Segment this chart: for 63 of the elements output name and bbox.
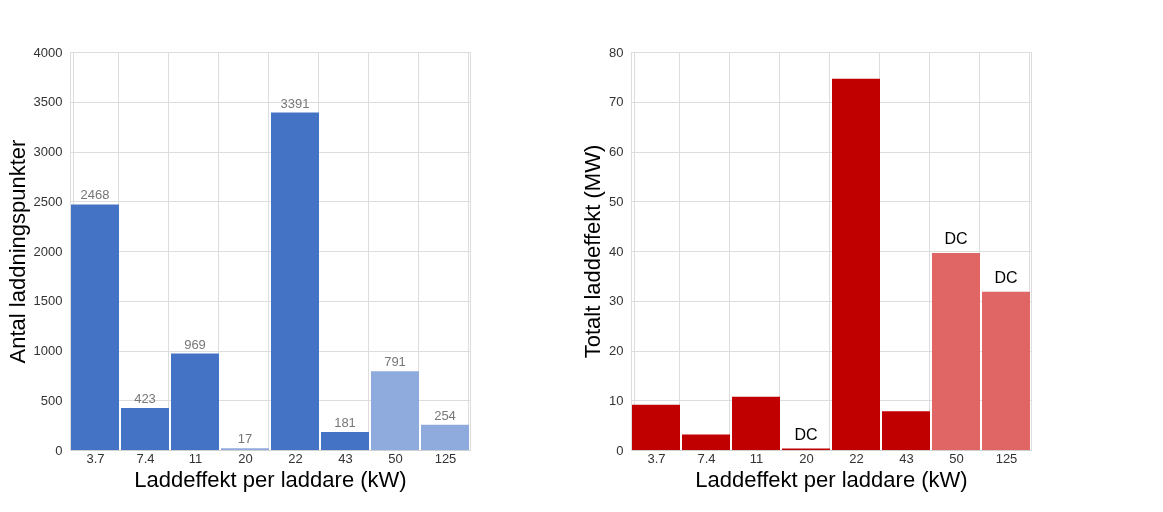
bar — [732, 396, 780, 450]
x-tick-label: 7.4 — [697, 450, 716, 466]
bar — [632, 404, 680, 450]
y-tick-label: 1000 — [33, 343, 63, 358]
data-label: 181 — [334, 414, 356, 430]
y-tick-label: 3000 — [33, 144, 63, 159]
bar — [371, 371, 419, 450]
x-tick-label: 7.4 — [136, 450, 155, 466]
data-label: 254 — [434, 407, 456, 423]
y-tick-label: 500 — [40, 392, 63, 408]
y-tick-label: 60 — [609, 144, 624, 159]
x-tick-label: 125 — [995, 450, 1018, 466]
bar — [121, 407, 169, 450]
y-tick-label: 0 — [55, 442, 63, 458]
x-tick-label: 50 — [949, 450, 964, 466]
annotation: DC — [994, 268, 1018, 286]
y-tick-label: 2500 — [33, 193, 63, 209]
y-tick-label: 10 — [609, 392, 624, 408]
annotation: DC — [794, 425, 818, 443]
data-label: 423 — [134, 390, 156, 406]
x-tick-label: 20 — [799, 450, 814, 466]
bar — [682, 434, 730, 450]
bar — [882, 411, 930, 450]
y-tick-label: 80 — [609, 44, 624, 60]
x-tick-label: 43 — [899, 450, 914, 466]
y-tick-label: 70 — [609, 94, 624, 110]
x-tick-label: 11 — [188, 450, 203, 466]
x-tick-label: 22 — [849, 450, 864, 466]
bar — [321, 431, 369, 450]
bar — [832, 78, 880, 450]
bar — [71, 204, 119, 450]
x-tick-label: 50 — [388, 450, 403, 466]
data-label: 969 — [184, 336, 206, 352]
y-tick-label: 50 — [609, 193, 624, 209]
y-tick-label: 40 — [609, 243, 624, 259]
y-tick-label: 4000 — [33, 44, 63, 60]
y-tick-label: 1500 — [33, 293, 63, 309]
x-axis-title: Laddeffekt per laddare (kW) — [695, 466, 968, 492]
data-label: 791 — [384, 354, 406, 370]
x-tick-label: 20 — [238, 450, 253, 466]
x-axis-title: Laddeffekt per laddare (kW) — [134, 466, 407, 492]
y-axis-title: Totalt laddeffekt (MW) — [580, 144, 606, 359]
x-tick-label: 11 — [749, 450, 764, 466]
y-axis-title: Antal laddningspunkter — [4, 139, 30, 364]
y-tick-label: 2000 — [33, 243, 63, 259]
data-label: 2468 — [80, 187, 110, 203]
data-label: 3391 — [280, 95, 310, 111]
x-tick-label: 43 — [338, 450, 353, 466]
annotation: DC — [944, 229, 968, 247]
bar — [271, 112, 319, 450]
bar — [982, 291, 1030, 450]
data-label: 17 — [237, 431, 253, 447]
bar — [421, 424, 469, 450]
bar — [932, 252, 980, 450]
y-tick-label: 20 — [609, 343, 624, 358]
bar — [171, 353, 219, 450]
x-tick-label: 3.7 — [86, 450, 105, 466]
y-tick-label: 0 — [616, 442, 624, 458]
x-tick-label: 3.7 — [647, 450, 666, 466]
x-tick-label: 22 — [288, 450, 303, 466]
x-tick-label: 125 — [434, 450, 457, 466]
y-tick-label: 30 — [609, 293, 624, 309]
y-tick-label: 3500 — [33, 94, 63, 110]
